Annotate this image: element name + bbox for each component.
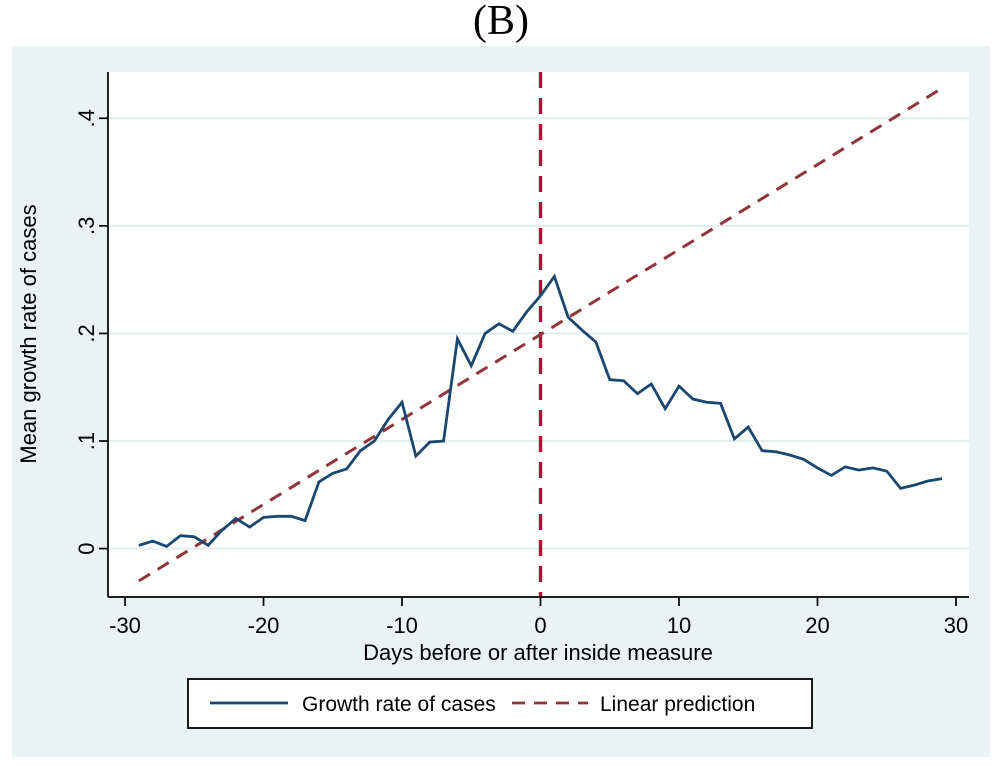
x-tick-label: 10 xyxy=(667,613,691,638)
chart-title: (B) xyxy=(473,0,529,44)
legend-box xyxy=(187,678,813,729)
y-tick-label: .3 xyxy=(74,217,99,235)
x-tick-label: 30 xyxy=(944,613,968,638)
series-layer xyxy=(138,72,943,597)
legend: Growth rate of cases Linear prediction xyxy=(187,678,813,729)
growth-rate-line xyxy=(138,273,943,549)
linear-prediction-line xyxy=(138,86,943,583)
y-tick-label: .4 xyxy=(74,109,99,127)
gridline-layer xyxy=(108,117,969,550)
y-axis-title: Mean growth rate of cases xyxy=(16,204,41,463)
y-tick-label: .2 xyxy=(74,324,99,342)
ticks-layer: 0 .1 .2 .3 .4 -30 -20 -10 0 10 20 30 xyxy=(74,109,968,638)
legend-label-growth: Growth rate of cases xyxy=(302,693,496,716)
x-tick-label: -20 xyxy=(248,613,280,638)
x-axis-title: Days before or after inside measure xyxy=(363,640,713,665)
legend-label-prediction: Linear prediction xyxy=(600,693,755,716)
x-tick-label: -30 xyxy=(109,613,141,638)
x-tick-label: -10 xyxy=(386,613,418,638)
x-tick-label: 20 xyxy=(805,613,829,638)
x-tick-label: 0 xyxy=(534,613,546,638)
y-tick-label: 0 xyxy=(74,542,99,554)
y-tick-label: .1 xyxy=(74,432,99,450)
